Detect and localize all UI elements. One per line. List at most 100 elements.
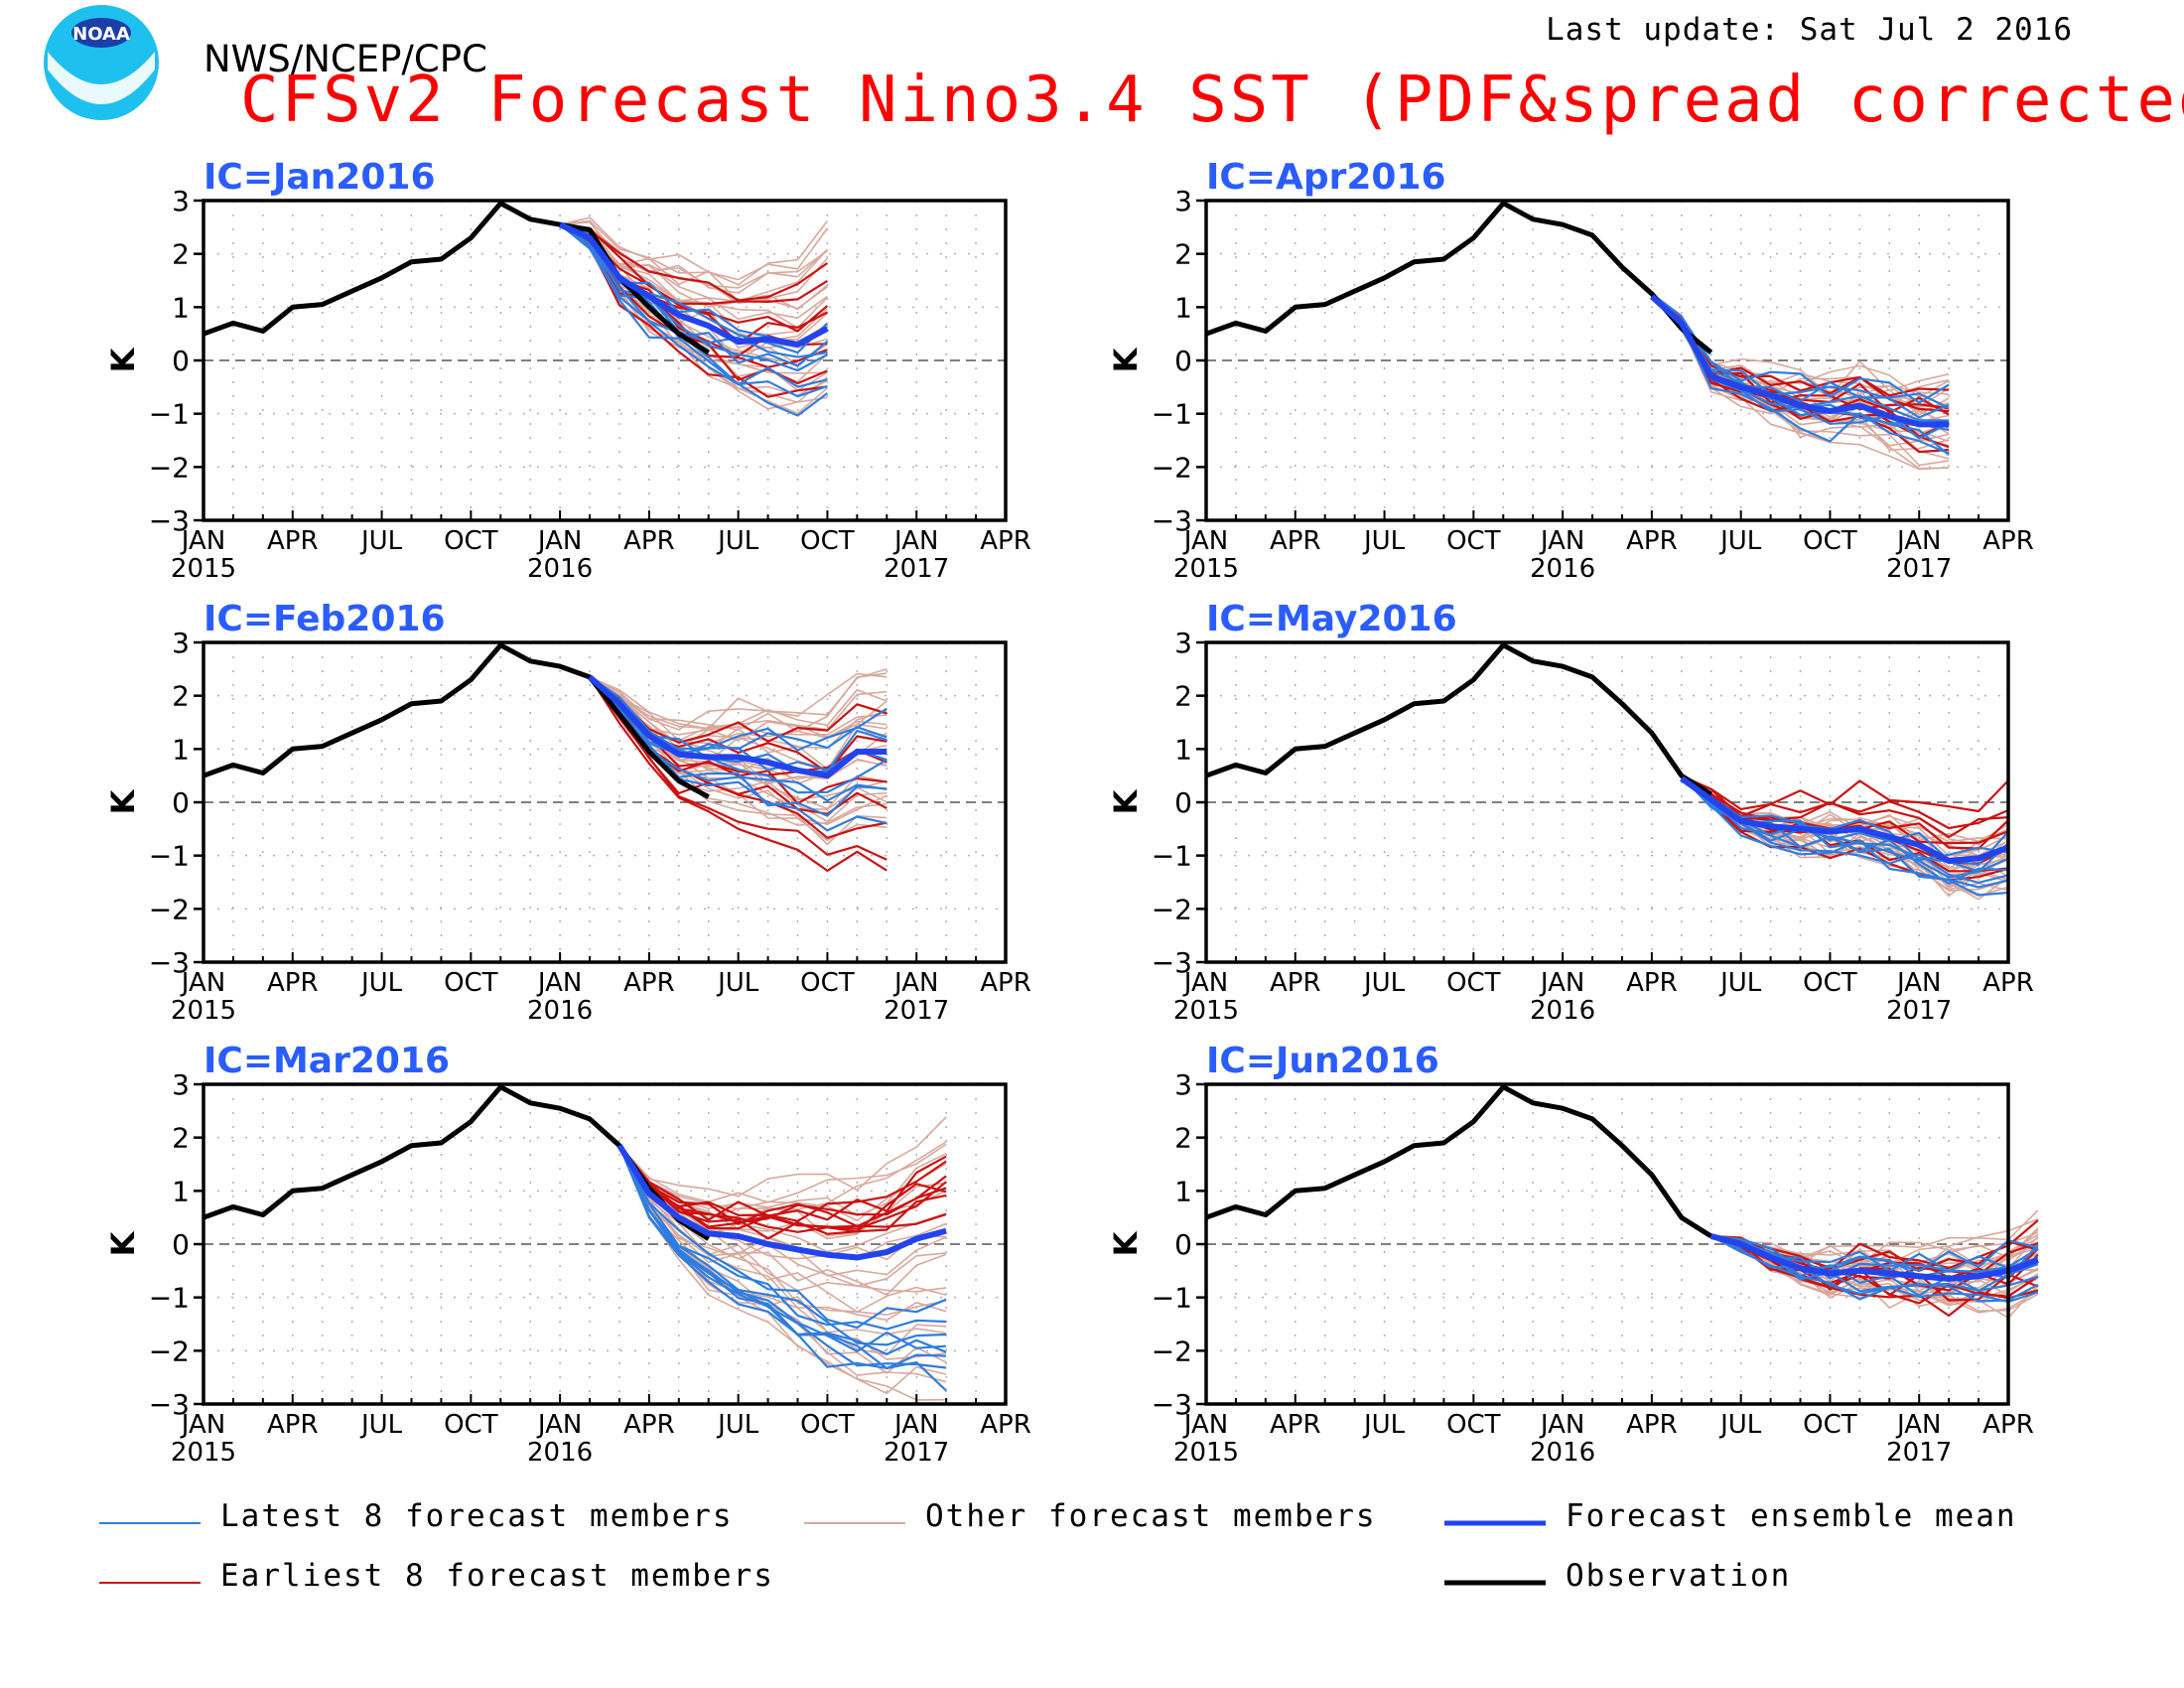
y-tick-label: 3	[1174, 185, 1192, 217]
x-tick-label: JAN	[1182, 968, 1228, 998]
x-tick-label: OCT	[1446, 968, 1501, 998]
y-tick-label: 0	[172, 786, 190, 819]
x-tick-year-label: 2016	[527, 554, 593, 584]
legend: Latest 8 forecast members Other forecast …	[99, 1498, 2015, 1594]
x-tick-label: JAN	[1539, 526, 1584, 556]
forecast-member-line	[617, 1145, 947, 1369]
forecast-member-line	[618, 1145, 947, 1360]
y-tick-label: −3	[1152, 946, 1192, 979]
y-tick-label: 2	[172, 238, 190, 271]
forecast-member-line	[589, 676, 887, 817]
x-tick-label: APR	[1626, 526, 1678, 556]
forecast-member-line	[618, 1145, 947, 1296]
x-tick-label: JAN	[892, 1410, 938, 1440]
ensemble-mean-line	[1649, 294, 1950, 428]
y-tick-label: −1	[149, 1282, 190, 1315]
forecast-member-line	[1651, 293, 1950, 455]
y-tick-label: 1	[172, 1175, 190, 1207]
x-tick-label: APR	[1982, 968, 2034, 998]
y-tick-label: 1	[172, 733, 190, 766]
x-tick-label: OCT	[800, 1410, 855, 1440]
forecast-member-line	[1651, 293, 1950, 435]
x-tick-label: APR	[1626, 1410, 1678, 1440]
forecast-member-line	[1681, 774, 2009, 897]
x-tick-year-label: 2015	[171, 996, 236, 1026]
forecast-member-line	[1710, 1234, 2039, 1273]
x-tick-label: APR	[1626, 968, 1678, 998]
forecast-member-line	[1710, 1234, 2039, 1303]
y-tick-label: −2	[1152, 451, 1192, 484]
y-tick-label: −2	[1152, 1335, 1192, 1367]
x-tick-year-label: 2017	[1886, 996, 1952, 1026]
x-tick-label: JUL	[1718, 1410, 1762, 1440]
x-tick-label: JAN	[1895, 1410, 1941, 1440]
x-tick-year-label: 2015	[1173, 554, 1239, 584]
x-tick-year-label: 2015	[1173, 1438, 1239, 1468]
forecast-member-line	[618, 1145, 947, 1316]
forecast-member-line	[617, 1145, 947, 1353]
y-tick-label: −1	[149, 840, 190, 873]
y-tick-label: 1	[1174, 1175, 1192, 1207]
x-tick-label: OCT	[444, 526, 498, 556]
forecast-member-line	[618, 1145, 947, 1217]
x-tick-label: JUL	[1362, 526, 1406, 556]
ensemble-mean-line	[616, 1144, 947, 1261]
y-tick-label: −1	[1152, 1282, 1192, 1315]
x-tick-label: OCT	[1446, 526, 1501, 556]
x-tick-label: JAN	[892, 526, 938, 556]
x-tick-label: OCT	[800, 526, 855, 556]
forecast-member-line	[589, 676, 887, 873]
forecast-member-line	[618, 1141, 947, 1210]
x-tick-label: APR	[1270, 526, 1321, 556]
y-tick-label: 2	[172, 1122, 190, 1155]
legend-label: Other forecast members	[925, 1498, 1377, 1534]
y-tick-label: 0	[172, 345, 190, 377]
panel-title: IC=Feb2016	[204, 599, 446, 639]
y-tick-label: 2	[1174, 238, 1192, 271]
y-tick-label: −3	[1152, 1388, 1192, 1421]
forecast-member-line	[589, 676, 887, 736]
x-tick-label: APR	[267, 526, 319, 556]
y-tick-label: −3	[149, 504, 190, 537]
legend-item: Latest 8 forecast members	[99, 1498, 732, 1534]
x-tick-label: JUL	[716, 1410, 759, 1440]
x-tick-label: JUL	[1362, 1410, 1406, 1440]
legend-label: Earliest 8 forecast members	[220, 1558, 774, 1594]
legend-item: Observation	[1444, 1558, 1789, 1594]
observation-line	[1205, 642, 1713, 797]
y-tick-label: −2	[1152, 893, 1192, 925]
x-tick-label: OCT	[1803, 526, 1857, 556]
y-axis-label: K	[1107, 1230, 1145, 1256]
x-tick-label: APR	[980, 968, 1031, 998]
panel-title: IC=Jun2016	[1206, 1041, 1439, 1081]
legend-item: Forecast ensemble mean	[1444, 1498, 2015, 1534]
x-tick-label: APR	[1982, 1410, 2034, 1440]
forecast-member-line	[1710, 1231, 2039, 1266]
forecast-member-line	[1681, 774, 2009, 813]
x-tick-label: JAN	[536, 1410, 582, 1440]
x-tick-label: JAN	[892, 968, 938, 998]
y-tick-label: 3	[1174, 1068, 1192, 1101]
x-tick-year-label: 2016	[527, 996, 593, 1026]
y-tick-label: −1	[149, 398, 190, 431]
x-tick-year-label: 2015	[171, 1438, 236, 1468]
x-tick-label: JUL	[1362, 968, 1406, 998]
y-axis-label: K	[104, 788, 142, 814]
forecast-member-line	[618, 1145, 947, 1383]
x-tick-label: APR	[623, 968, 675, 998]
forecast-member-line	[618, 1145, 947, 1233]
y-tick-label: 3	[1174, 627, 1192, 659]
x-tick-label: JAN	[180, 1410, 225, 1440]
x-tick-label: APR	[623, 526, 675, 556]
y-axis-label: K	[1107, 788, 1145, 814]
ensemble-mean-line	[588, 674, 887, 779]
y-tick-label: 2	[1174, 1122, 1192, 1155]
noaa-logo: NOAA	[44, 5, 159, 120]
x-tick-label: JAN	[1895, 968, 1941, 998]
x-tick-year-label: 2016	[1530, 996, 1595, 1026]
